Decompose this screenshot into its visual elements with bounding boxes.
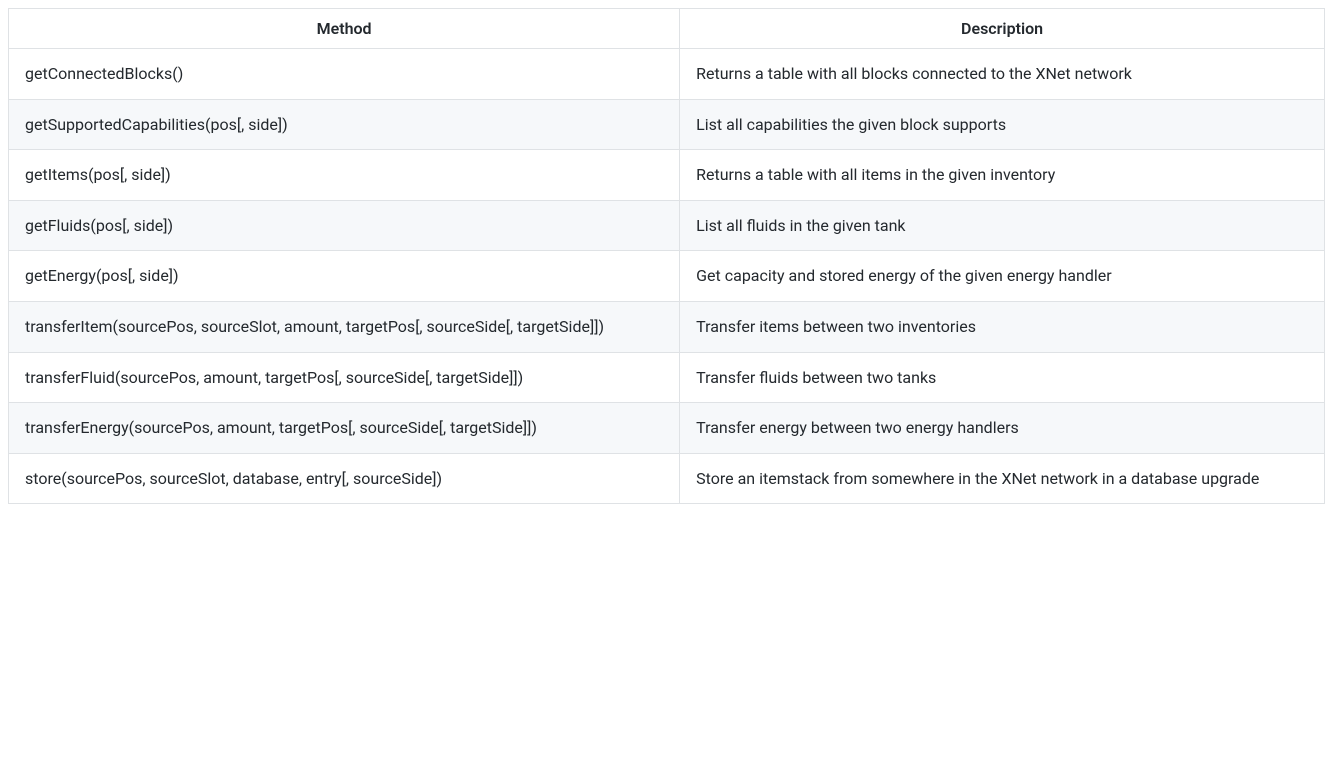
method-cell: getFluids(pos[, side]) (9, 200, 680, 251)
description-cell: Returns a table with all items in the gi… (680, 150, 1325, 201)
table-row: transferItem(sourcePos, sourceSlot, amou… (9, 301, 1325, 352)
table-header-row: Method Description (9, 9, 1325, 49)
method-cell: transferFluid(sourcePos, amount, targetP… (9, 352, 680, 403)
table-row: getItems(pos[, side]) Returns a table wi… (9, 150, 1325, 201)
description-cell: Get capacity and stored energy of the gi… (680, 251, 1325, 302)
table-row: transferEnergy(sourcePos, amount, target… (9, 403, 1325, 454)
table-row: getFluids(pos[, side]) List all fluids i… (9, 200, 1325, 251)
column-header-method: Method (9, 9, 680, 49)
description-cell: Transfer energy between two energy handl… (680, 403, 1325, 454)
table-row: getSupportedCapabilities(pos[, side]) Li… (9, 99, 1325, 150)
method-cell: getItems(pos[, side]) (9, 150, 680, 201)
description-cell: List all fluids in the given tank (680, 200, 1325, 251)
method-cell: getConnectedBlocks() (9, 49, 680, 100)
description-cell: Transfer fluids between two tanks (680, 352, 1325, 403)
column-header-description: Description (680, 9, 1325, 49)
method-cell: store(sourcePos, sourceSlot, database, e… (9, 453, 680, 504)
api-methods-table: Method Description getConnectedBlocks() … (8, 8, 1325, 504)
description-cell: Returns a table with all blocks connecte… (680, 49, 1325, 100)
table-row: getConnectedBlocks() Returns a table wit… (9, 49, 1325, 100)
description-cell: List all capabilities the given block su… (680, 99, 1325, 150)
method-cell: getEnergy(pos[, side]) (9, 251, 680, 302)
table-row: getEnergy(pos[, side]) Get capacity and … (9, 251, 1325, 302)
description-cell: Store an itemstack from somewhere in the… (680, 453, 1325, 504)
table-row: store(sourcePos, sourceSlot, database, e… (9, 453, 1325, 504)
method-cell: transferItem(sourcePos, sourceSlot, amou… (9, 301, 680, 352)
method-cell: getSupportedCapabilities(pos[, side]) (9, 99, 680, 150)
table-row: transferFluid(sourcePos, amount, targetP… (9, 352, 1325, 403)
description-cell: Transfer items between two inventories (680, 301, 1325, 352)
method-cell: transferEnergy(sourcePos, amount, target… (9, 403, 680, 454)
